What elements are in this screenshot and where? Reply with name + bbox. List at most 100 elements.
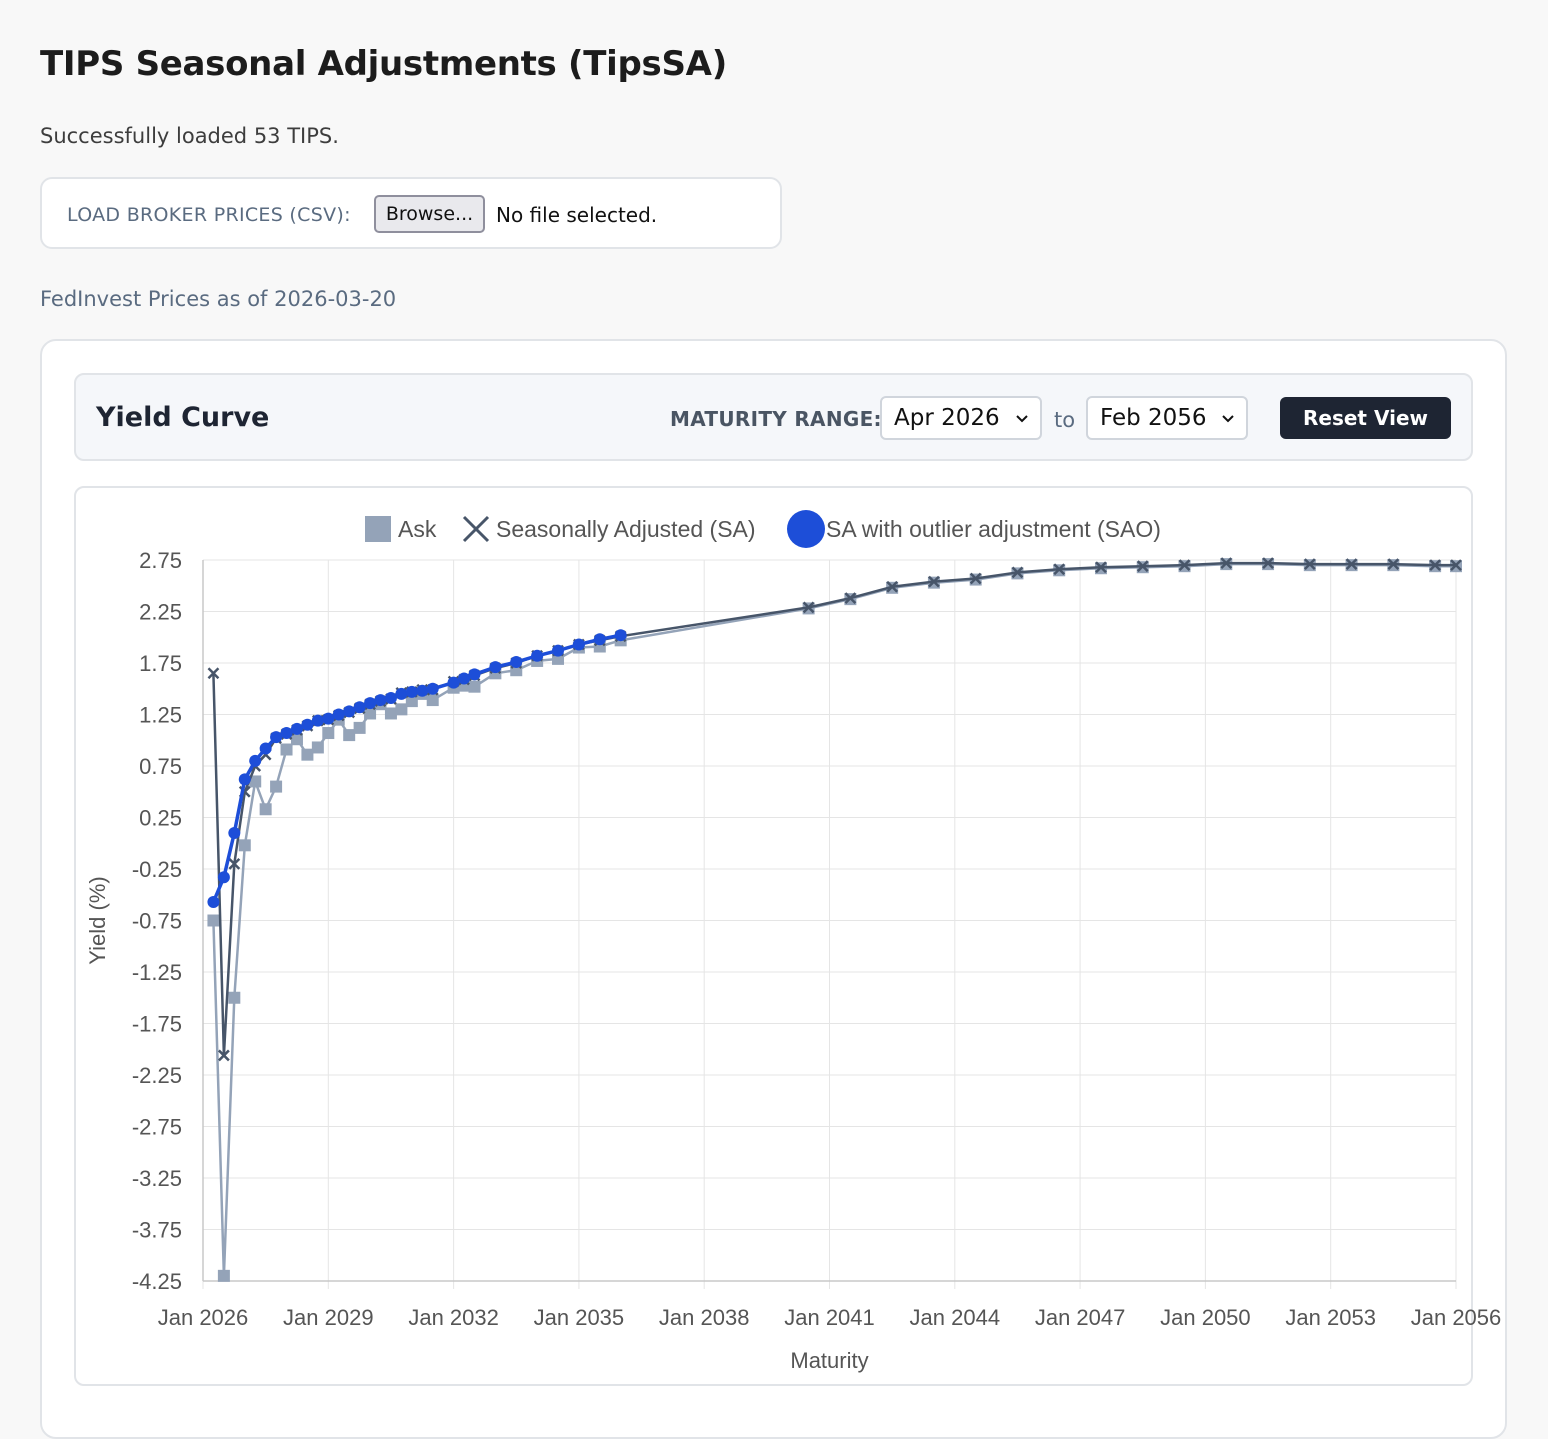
x-tick-label: Jan 2035 <box>534 1305 625 1330</box>
y-tick-label: -1.25 <box>132 960 182 985</box>
prices-as-of-date: FedInvest Prices as of 2026-03-20 <box>40 287 397 311</box>
sa-point <box>1429 559 1442 572</box>
y-tick-label: 0.75 <box>139 754 182 779</box>
y-axis-title: Yield (%) <box>85 876 110 964</box>
file-status-text: No file selected. <box>496 203 658 227</box>
ask-point <box>280 743 293 756</box>
sao-point <box>416 684 429 697</box>
sao-point <box>228 826 241 839</box>
x-tick-label: Jan 2032 <box>408 1305 499 1330</box>
sa-point <box>844 592 857 604</box>
browse-button[interactable]: Browse... <box>374 195 485 233</box>
x-tick-label: Jan 2041 <box>784 1305 875 1330</box>
sa-point <box>1303 558 1316 571</box>
legend-ask-swatch <box>365 516 391 542</box>
y-tick-label: 1.75 <box>139 651 182 676</box>
sa-point-stroke <box>1220 557 1233 569</box>
sa-point <box>1011 566 1024 579</box>
ask-point <box>217 1269 230 1282</box>
sa-point-stroke <box>969 572 982 585</box>
chevron-down-icon <box>1222 415 1234 423</box>
range-start-value: Apr 2026 <box>894 405 1000 431</box>
sa-point <box>928 575 940 588</box>
sao-point <box>270 731 283 744</box>
y-tick-label: -0.75 <box>132 909 182 934</box>
chart-toolbar: Yield Curve MATURITY RANGE: Apr 2026 to … <box>74 373 1473 461</box>
y-tick-label: -3.25 <box>132 1166 182 1191</box>
sao-point <box>280 727 293 740</box>
ask-point <box>259 803 272 816</box>
sa-point <box>1262 557 1274 569</box>
ask-point <box>301 748 314 761</box>
x-tick-label: Jan 2053 <box>1285 1305 1376 1330</box>
legend-sao-label: SA with outlier adjustment (SAO) <box>826 516 1161 542</box>
sa-point-stroke <box>1136 560 1149 573</box>
sao-point <box>374 694 387 707</box>
sa-point-stroke <box>1178 559 1191 572</box>
sa-point-stroke <box>844 592 857 604</box>
ask-point <box>249 775 262 788</box>
sa-point <box>886 580 899 593</box>
y-tick-label: -3.75 <box>132 1218 182 1243</box>
sao-point <box>322 712 335 725</box>
legend-sa-swatch <box>462 515 490 543</box>
ask-point <box>426 694 439 707</box>
ask-point <box>468 680 481 693</box>
sao-point <box>249 754 262 767</box>
x-tick-label: Jan 2047 <box>1035 1305 1126 1330</box>
sao-point <box>259 742 272 755</box>
range-end-value: Feb 2056 <box>1100 405 1207 431</box>
sa-point-stroke <box>928 575 940 588</box>
series-line-square <box>212 562 1456 1278</box>
ask-point <box>322 727 335 740</box>
x-tick-label: Jan 2038 <box>659 1305 750 1330</box>
range-end-select[interactable]: Feb 2056 <box>1086 396 1248 440</box>
sa-point-stroke <box>207 667 220 680</box>
sao-point <box>217 871 230 884</box>
sa-point <box>1387 558 1400 571</box>
sao-point <box>353 701 366 714</box>
sa-point <box>969 572 982 585</box>
broker-prices-loader: LOAD BROKER PRICES (CSV): Browse... No f… <box>40 177 782 249</box>
sao-point <box>531 649 544 662</box>
sao-point <box>593 633 606 646</box>
x-tick-label: Jan 2044 <box>910 1305 1001 1330</box>
sa-point <box>1178 559 1191 572</box>
sao-point <box>290 722 303 735</box>
ask-point <box>405 695 418 708</box>
sao-point <box>395 687 408 700</box>
range-start-select[interactable]: Apr 2026 <box>880 396 1042 440</box>
ask-point <box>384 707 397 720</box>
y-tick-label: 2.75 <box>139 548 182 573</box>
ask-point <box>207 914 220 927</box>
ask-point <box>552 652 565 665</box>
chart-title: Yield Curve <box>96 402 270 433</box>
ask-point <box>395 703 408 716</box>
x-tick-label: Jan 2056 <box>1411 1305 1502 1330</box>
sao-point <box>311 714 324 727</box>
series-line-cross <box>212 561 1456 1057</box>
sa-point <box>1345 558 1358 571</box>
sa-point <box>1095 561 1107 574</box>
sa-point-stroke <box>1095 561 1107 574</box>
y-tick-label: -4.25 <box>132 1269 182 1294</box>
yield-curve-chart[interactable]: 2.75 2.25 1.75 1.25 0.75 0.25 -0.25 -0.75 -1.25 -… <box>0 0 1548 1400</box>
ask-point <box>270 780 283 793</box>
sa-point-stroke <box>1345 558 1358 571</box>
sao-point <box>458 672 471 685</box>
sao-point <box>447 676 460 689</box>
sa-point-stroke <box>1429 559 1442 572</box>
plot-card <box>74 486 1473 1386</box>
sao-point <box>572 638 585 651</box>
page-title: TIPS Seasonal Adjustments (TipsSA) <box>40 44 727 84</box>
y-tick-label: 0.25 <box>139 806 182 831</box>
sao-point <box>614 629 627 642</box>
sao-point <box>343 705 356 718</box>
x-tick-label: Jan 2050 <box>1160 1305 1251 1330</box>
sa-point-stroke <box>228 857 241 870</box>
reset-view-button[interactable]: Reset View <box>1280 397 1451 439</box>
ask-point <box>238 839 251 852</box>
sao-point <box>238 773 251 786</box>
y-tick-label: -2.25 <box>132 1063 182 1088</box>
sao-point <box>207 895 220 908</box>
